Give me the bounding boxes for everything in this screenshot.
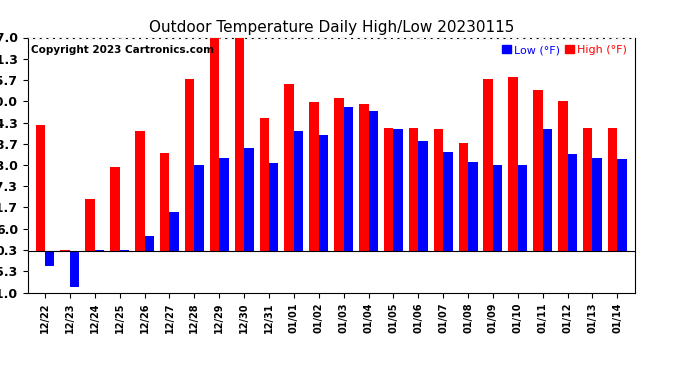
- Bar: [468, 162, 477, 251]
- Bar: [558, 101, 568, 251]
- Bar: [459, 142, 468, 251]
- Bar: [259, 118, 269, 251]
- Bar: [593, 158, 602, 251]
- Bar: [70, 251, 79, 286]
- Bar: [110, 167, 119, 251]
- Bar: [618, 159, 627, 251]
- Bar: [533, 90, 543, 251]
- Bar: [36, 124, 45, 251]
- Bar: [434, 129, 443, 251]
- Legend: Low (°F), High (°F): Low (°F), High (°F): [500, 43, 629, 57]
- Bar: [244, 148, 253, 251]
- Bar: [135, 131, 145, 251]
- Bar: [269, 163, 279, 251]
- Bar: [294, 131, 304, 251]
- Bar: [235, 38, 244, 251]
- Bar: [608, 128, 618, 251]
- Bar: [160, 153, 170, 251]
- Bar: [493, 165, 502, 251]
- Bar: [393, 129, 403, 251]
- Bar: [359, 104, 368, 251]
- Bar: [45, 251, 55, 266]
- Bar: [284, 84, 294, 251]
- Bar: [119, 250, 129, 251]
- Bar: [86, 199, 95, 251]
- Bar: [219, 158, 228, 251]
- Bar: [145, 236, 154, 251]
- Text: Copyright 2023 Cartronics.com: Copyright 2023 Cartronics.com: [30, 45, 214, 55]
- Bar: [518, 165, 527, 251]
- Bar: [543, 129, 552, 251]
- Bar: [195, 165, 204, 251]
- Bar: [509, 77, 518, 251]
- Bar: [409, 128, 418, 251]
- Bar: [170, 212, 179, 251]
- Bar: [61, 250, 70, 251]
- Title: Outdoor Temperature Daily High/Low 20230115: Outdoor Temperature Daily High/Low 20230…: [148, 20, 514, 35]
- Bar: [334, 98, 344, 251]
- Bar: [568, 154, 577, 251]
- Bar: [210, 38, 219, 251]
- Bar: [484, 79, 493, 251]
- Bar: [368, 111, 378, 251]
- Bar: [384, 128, 393, 251]
- Bar: [309, 102, 319, 251]
- Bar: [583, 128, 593, 251]
- Bar: [418, 141, 428, 251]
- Bar: [319, 135, 328, 251]
- Bar: [443, 152, 453, 251]
- Bar: [185, 79, 195, 251]
- Bar: [344, 107, 353, 251]
- Bar: [95, 250, 104, 251]
